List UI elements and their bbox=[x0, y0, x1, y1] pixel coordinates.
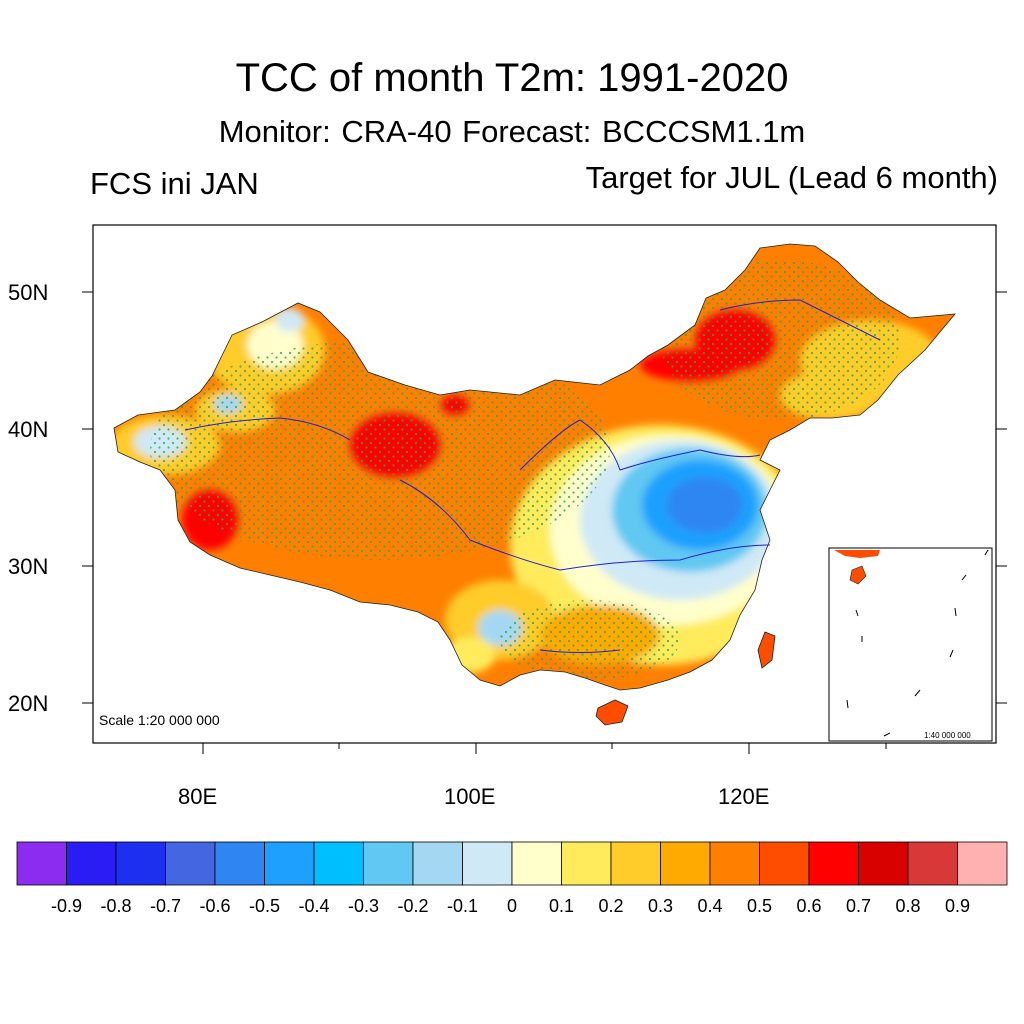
inset-scale-text: 1:40 000 000 bbox=[924, 731, 971, 740]
lat-label-30n: 30N bbox=[8, 554, 49, 579]
init-label: FCS ini JAN bbox=[90, 166, 259, 201]
colorbar-tick-label: -0.8 bbox=[100, 896, 132, 916]
colorbar-tick-label: 0.9 bbox=[944, 896, 971, 916]
colorbar-box bbox=[214, 841, 265, 886]
colorbar-box bbox=[660, 841, 711, 886]
colorbar-tick-label: 0.8 bbox=[895, 896, 921, 916]
lat-label-40n: 40N bbox=[8, 417, 49, 442]
colorbar-box bbox=[165, 841, 216, 886]
colorbar-tick-label: -0.7 bbox=[149, 896, 182, 916]
lat-label-20n: 20N bbox=[8, 691, 49, 716]
lat-label-50n: 50N bbox=[8, 280, 49, 305]
colorbar-box bbox=[462, 841, 513, 886]
colorbar-box bbox=[759, 841, 810, 886]
china-field bbox=[113, 243, 956, 726]
colorbar-tick-label: -0.9 bbox=[50, 896, 83, 916]
colorbar-tick-label: -0.4 bbox=[298, 896, 330, 916]
colorbar-tick-label: 0.5 bbox=[746, 896, 773, 916]
map-scale-text: Scale 1:20 000 000 bbox=[99, 712, 220, 728]
lon-label-80e: 80E bbox=[178, 784, 218, 809]
target-label: Target for JUL (Lead 6 month) bbox=[585, 160, 998, 195]
colorbar-tick-label: -0.1 bbox=[446, 896, 479, 916]
colorbar bbox=[16, 841, 1008, 886]
colorbar-box bbox=[115, 841, 166, 886]
colorbar-tick-label: 0.7 bbox=[845, 896, 872, 916]
colorbar-tick-label: -0.2 bbox=[397, 896, 429, 916]
map-title: TCC of month T2m: 1991-2020 bbox=[235, 56, 789, 100]
colorbar-box bbox=[907, 841, 958, 886]
colorbar-box bbox=[561, 841, 612, 886]
colorbar-tick-label: 0.3 bbox=[647, 896, 674, 916]
colorbar-box bbox=[412, 841, 463, 886]
lon-label-100e: 100E bbox=[444, 784, 496, 809]
colorbar-tick-label: 0.6 bbox=[796, 896, 822, 916]
colorbar-box bbox=[957, 841, 1008, 886]
colorbar-box bbox=[610, 841, 661, 886]
colorbar-box bbox=[808, 841, 859, 886]
colorbar-tick-label: -0.5 bbox=[248, 896, 281, 916]
colorbar-box bbox=[264, 841, 315, 886]
colorbar-tick-label: -0.3 bbox=[347, 896, 380, 916]
colorbar-box bbox=[363, 841, 414, 886]
colorbar-tick-label: 0 bbox=[506, 896, 517, 916]
south-china-sea-inset bbox=[828, 547, 993, 742]
lon-label-120e: 120E bbox=[718, 784, 770, 809]
map-subtitle: Monitor: CRA-40 Forecast: BCCCSM1.1m bbox=[218, 114, 806, 149]
colorbar-tick-label: -0.6 bbox=[199, 896, 231, 916]
colorbar-tick-label: 0.4 bbox=[697, 896, 723, 916]
colorbar-box bbox=[511, 841, 562, 886]
colorbar-box bbox=[709, 841, 760, 886]
colorbar-tick-label: 0.2 bbox=[598, 896, 624, 916]
colorbar-box bbox=[16, 841, 67, 886]
colorbar-tick-label: 0.1 bbox=[548, 896, 575, 916]
colorbar-box bbox=[313, 841, 364, 886]
colorbar-box bbox=[66, 841, 117, 886]
colorbar-box bbox=[858, 841, 909, 886]
